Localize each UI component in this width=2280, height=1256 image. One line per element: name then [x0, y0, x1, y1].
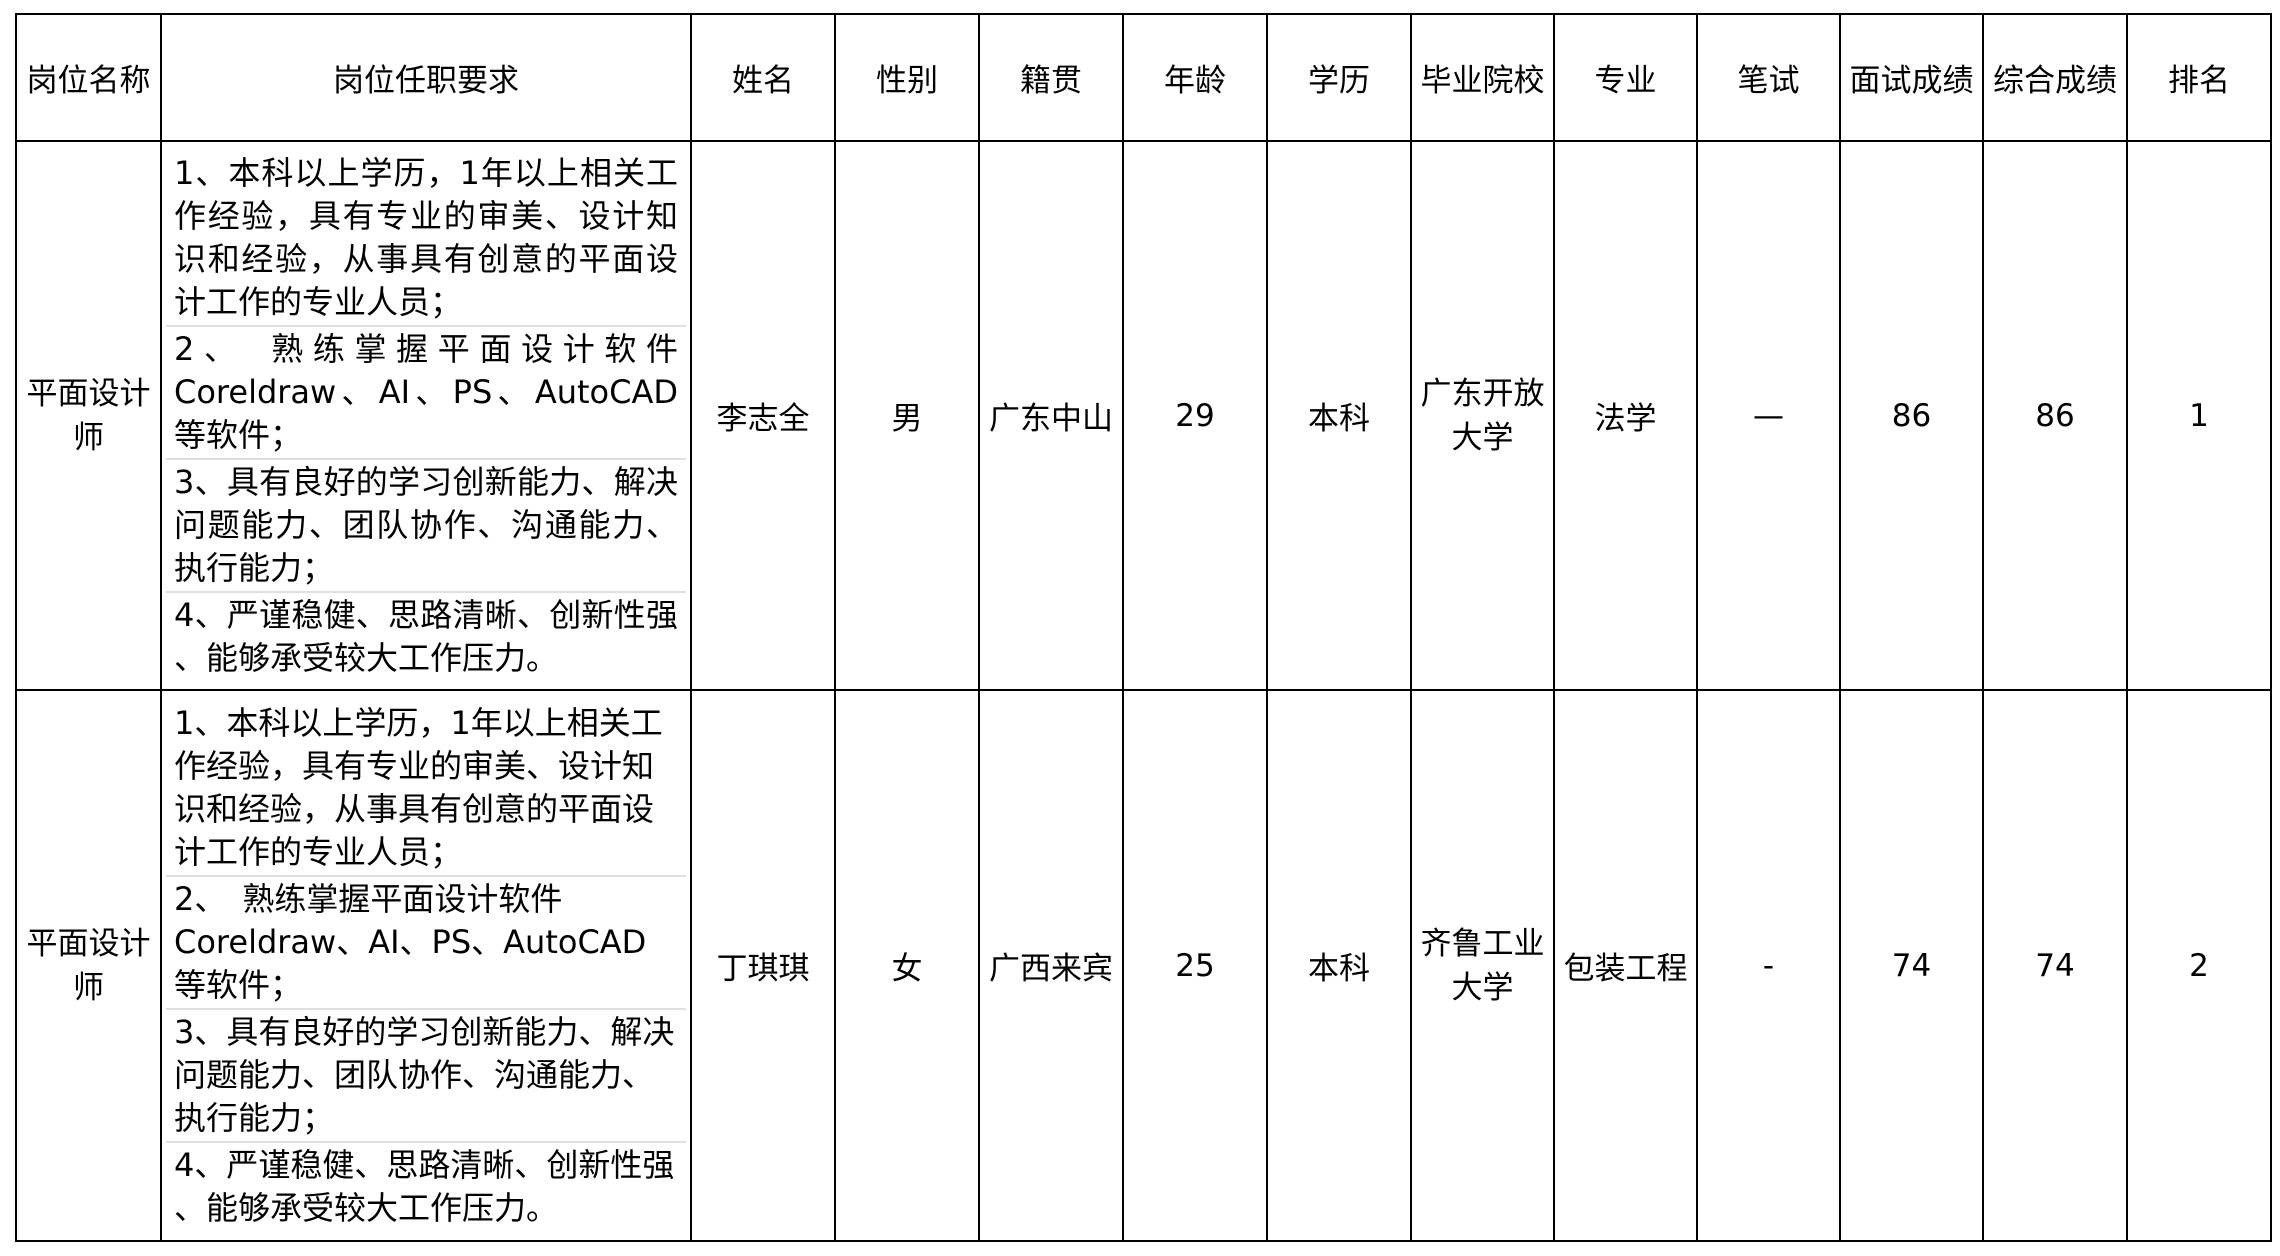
cell-gender: 女	[834, 689, 980, 1242]
col-header-overall-score: 综合成绩	[1982, 13, 2128, 142]
requirements-list: 1、本科以上学历，1年以上相关工作经验，具有专业的审美、设计知识和经验，从事具有…	[166, 151, 686, 681]
col-header-gender: 性别	[834, 13, 980, 142]
cell-position: 平面设计师	[15, 689, 162, 1242]
cell-education: 本科	[1266, 140, 1412, 691]
requirements-list: 1、本科以上学历，1年以上相关工作经验，具有专业的审美、设计知识和经验，从事具有…	[166, 701, 686, 1231]
col-header-requirements: 岗位任职要求	[160, 13, 692, 142]
cell-name: 李志全	[690, 140, 836, 691]
col-header-education: 学历	[1266, 13, 1412, 142]
cell-position: 平面设计师	[15, 140, 162, 691]
cell-education: 本科	[1266, 689, 1412, 1242]
requirement-paragraph: 1、本科以上学历，1年以上相关工作经验，具有专业的审美、设计知识和经验，从事具有…	[174, 703, 663, 871]
cell-overall-score: 86	[1982, 140, 2128, 691]
col-header-major: 专业	[1553, 13, 1698, 142]
cell-interview-score: 74	[1839, 689, 1984, 1242]
cell-hometown: 广西来宾	[978, 689, 1124, 1242]
col-header-position: 岗位名称	[15, 13, 162, 142]
cell-interview-score: 86	[1839, 140, 1984, 691]
requirement-paragraph: 4、严谨稳健、思路清晰、创新性强、能够承受较大工作压力。	[166, 590, 686, 681]
cell-major: 包装工程	[1553, 689, 1698, 1242]
candidate-row: 平面设计师 1、本科以上学历，1年以上相关工作经验，具有专业的审美、设计知识和经…	[15, 689, 2272, 1242]
cell-gender: 男	[834, 140, 980, 691]
cell-major: 法学	[1553, 140, 1698, 691]
cell-written-test: -	[1696, 689, 1841, 1242]
cell-requirements: 1、本科以上学历，1年以上相关工作经验，具有专业的审美、设计知识和经验，从事具有…	[160, 140, 692, 691]
cell-rank: 1	[2126, 140, 2272, 691]
cell-school: 齐鲁工业大学	[1410, 689, 1555, 1242]
cell-age: 25	[1122, 689, 1268, 1242]
cell-written-test: —	[1696, 140, 1841, 691]
col-header-interview-score: 面试成绩	[1839, 13, 1984, 142]
col-header-hometown: 籍贯	[978, 13, 1124, 142]
requirement-paragraph: 3、具有良好的学习创新能力、解决问题能力、团队协作、沟通能力、执行能力；	[166, 457, 686, 591]
header-row: 岗位名称 岗位任职要求 姓名 性别 籍贯 年龄 学历 毕业院校 专业 笔试 面试…	[15, 13, 2272, 142]
cell-rank: 2	[2126, 689, 2272, 1242]
col-header-name: 姓名	[690, 13, 836, 142]
col-header-rank: 排名	[2126, 13, 2272, 142]
cell-overall-score: 74	[1982, 689, 2128, 1242]
col-header-age: 年龄	[1122, 13, 1268, 142]
requirement-paragraph: 4、严谨稳健、思路清晰、创新性强、能够承受较大工作压力。	[166, 1140, 686, 1231]
requirement-paragraph: 2、 熟练掌握平面设计软件Coreldraw、AI、PS、AutoCAD等软件；	[166, 324, 686, 458]
cell-school: 广东开放大学	[1410, 140, 1555, 691]
col-header-written-test: 笔试	[1696, 13, 1841, 142]
candidate-row: 平面设计师 1、本科以上学历，1年以上相关工作经验，具有专业的审美、设计知识和经…	[15, 140, 2272, 691]
requirement-paragraph: 2、 熟练掌握平面设计软件Coreldraw、AI、PS、AutoCAD等软件；	[166, 874, 686, 1008]
col-header-school: 毕业院校	[1410, 13, 1555, 142]
requirement-paragraph: 3、具有良好的学习创新能力、解决问题能力、团队协作、沟通能力、执行能力；	[166, 1007, 686, 1141]
requirement-paragraph: 1、本科以上学历，1年以上相关工作经验，具有专业的审美、设计知识和经验，从事具有…	[174, 153, 678, 321]
cell-name: 丁琪琪	[690, 689, 836, 1242]
cell-requirements: 1、本科以上学历，1年以上相关工作经验，具有专业的审美、设计知识和经验，从事具有…	[160, 689, 692, 1242]
cell-age: 29	[1122, 140, 1268, 691]
cell-hometown: 广东中山	[978, 140, 1124, 691]
recruitment-results-table: 岗位名称 岗位任职要求 姓名 性别 籍贯 年龄 学历 毕业院校 专业 笔试 面试…	[15, 13, 2272, 1242]
